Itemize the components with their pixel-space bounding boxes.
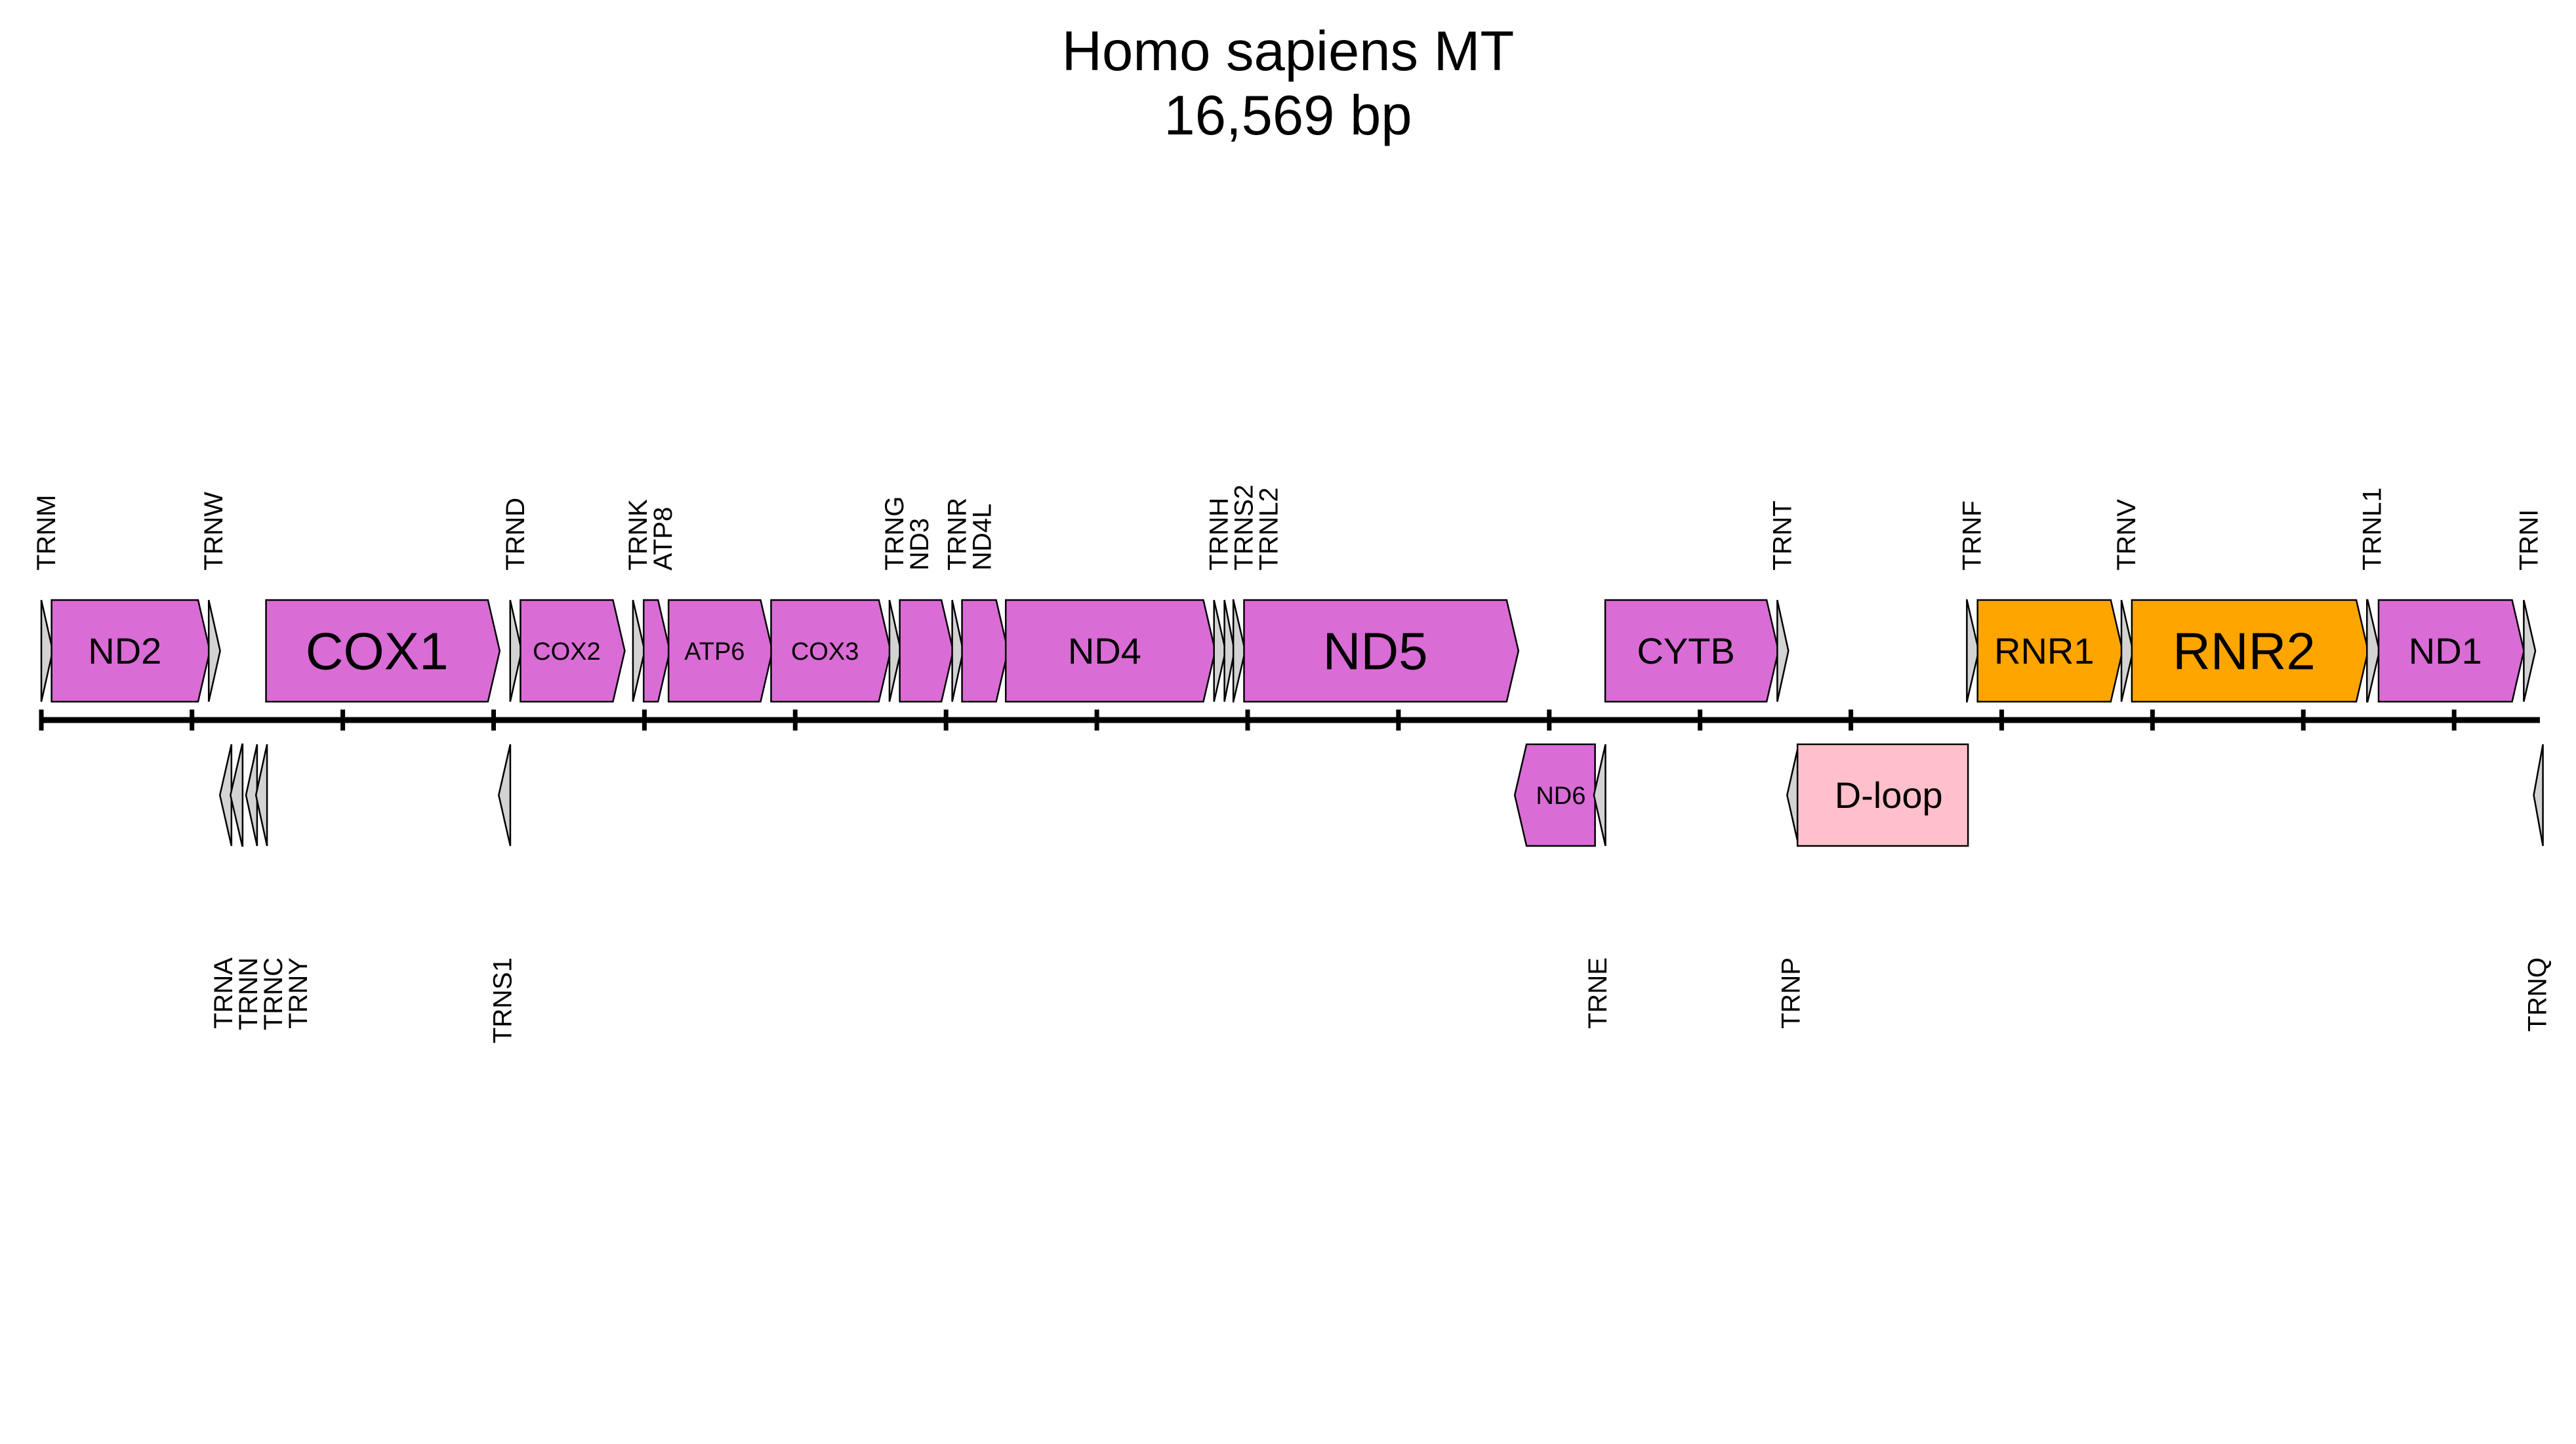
feature-nd5	[1243, 599, 1520, 703]
feature-label-rnr2: RNR2	[2173, 622, 2316, 681]
feature-trnt	[1776, 599, 1789, 702]
feature-label-trns2: TRNS2	[1230, 485, 1259, 571]
feature-label-trnv: TRNV	[2112, 499, 2141, 571]
feature-nd3	[899, 599, 954, 703]
feature-label-trnp: TRNP	[1776, 957, 1805, 1029]
feature-label-nd6: ND6	[1536, 782, 1585, 810]
feature-trnl2	[1232, 599, 1246, 703]
feature-atp6	[667, 599, 773, 703]
feature-nd4l	[961, 599, 1009, 703]
figure-title-block: Homo sapiens MT 16,569 bp	[0, 20, 2576, 148]
feature-trnl1	[2366, 599, 2381, 703]
feature-label-nd1: ND1	[2409, 630, 2482, 672]
feature-trnf	[1966, 599, 1980, 703]
feature-nd2	[51, 599, 211, 703]
feature-label-trns1: TRNS1	[488, 957, 517, 1043]
feature-trng	[888, 599, 902, 702]
feature-label-nd2: ND2	[88, 630, 161, 672]
feature-trnn	[230, 743, 244, 847]
feature-label-nd4l: ND4L	[968, 504, 997, 571]
feature-label-rnr1: RNR1	[1994, 630, 2094, 672]
feature-nd6	[1513, 743, 1596, 847]
feature-labels: ND2 COX1 COX2 ATP6 COX3 ND4 ND5 ND6 CYTB D-loop RN…	[32, 485, 2552, 1043]
feature-label-trnd: TRND	[501, 498, 530, 571]
feature-label-cox2: COX2	[533, 638, 600, 666]
feature-label-trni: TRNI	[2514, 510, 2543, 571]
feature-trnh	[1213, 599, 1227, 702]
feature-d-loop	[1796, 743, 1969, 847]
feature-label-cox3: COX3	[791, 638, 859, 666]
feature-label-trne: TRNE	[1584, 957, 1612, 1029]
feature-label-atp6: ATP6	[684, 638, 745, 666]
feature-trnq	[2533, 744, 2544, 847]
feature-cox1	[265, 599, 501, 703]
feature-trns2	[1223, 599, 1236, 702]
feature-trns1	[498, 744, 512, 847]
feature-label-trnc: TRNC	[259, 957, 288, 1030]
feature-label-trnt: TRNT	[1768, 500, 1797, 571]
genome-axis	[39, 710, 2540, 731]
feature-label-trnq: TRNQ	[2524, 957, 2552, 1032]
feature-label-trng: TRNG	[880, 496, 909, 571]
feature-trny	[255, 744, 268, 847]
feature-trne	[1593, 744, 1606, 847]
feature-label-nd3: ND3	[905, 518, 934, 571]
feature-nd1	[2377, 599, 2525, 703]
feature-label-nd4: ND4	[1068, 630, 1141, 672]
feature-label-trna: TRNA	[209, 957, 238, 1029]
feature-cox2	[520, 599, 626, 703]
feature-label-cox1: COX1	[306, 622, 449, 681]
figure-subtitle: 16,569 bp	[1164, 85, 1412, 147]
feature-rnr2	[2131, 599, 2369, 703]
feature-trnd	[509, 599, 523, 702]
feature-rnr1	[1976, 599, 2124, 703]
feature-label-trny: TRNY	[284, 957, 313, 1029]
feature-track	[40, 599, 2544, 847]
feature-trnm	[40, 599, 54, 702]
feature-trnw	[207, 599, 221, 702]
feature-trnv	[2120, 599, 2134, 702]
feature-label-trnl1: TRNL1	[2358, 487, 2386, 571]
feature-label-cytb: CYTB	[1637, 630, 1734, 672]
feature-label-d-loop: D-loop	[1835, 774, 1943, 816]
figure-title: Homo sapiens MT	[1061, 20, 1515, 83]
feature-label-trnm: TRNM	[32, 494, 61, 571]
feature-trnk	[632, 599, 646, 702]
feature-label-nd5: ND5	[1323, 622, 1428, 681]
feature-label-trnf: TRNF	[1957, 500, 1986, 571]
feature-label-trnl2: TRNL2	[1255, 487, 1284, 571]
feature-label-trnr: TRNR	[943, 498, 972, 571]
feature-label-trnk: TRNK	[624, 499, 653, 571]
feature-nd4	[1004, 599, 1216, 703]
feature-atp8	[642, 599, 671, 703]
feature-label-atp8: ATP8	[649, 507, 678, 571]
feature-label-trnw: TRNW	[199, 492, 228, 571]
feature-cytb	[1604, 599, 1780, 703]
feature-label-trnh: TRNH	[1205, 498, 1234, 571]
feature-label-trnn: TRNN	[234, 957, 263, 1030]
feature-trnr	[951, 599, 964, 702]
feature-trni	[2523, 599, 2537, 702]
feature-cox3	[770, 599, 892, 703]
